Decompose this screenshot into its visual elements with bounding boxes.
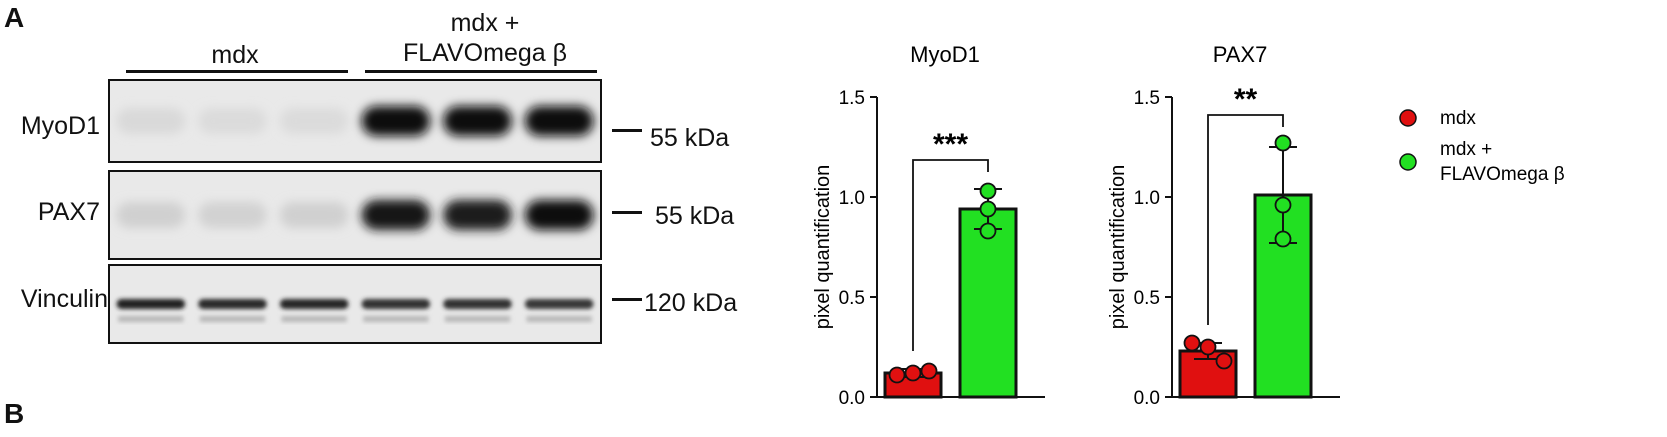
y-tick-label: 1.5 xyxy=(1134,88,1160,109)
band-lane-2 xyxy=(198,108,267,134)
band-lane-2 xyxy=(198,202,267,228)
blot-myod1-bands xyxy=(116,106,594,136)
y-axis-label: pixel quantification xyxy=(1107,165,1129,330)
data-point xyxy=(1199,338,1217,356)
band-lane-2 xyxy=(198,299,267,309)
size-label-myod1: 55 kDa xyxy=(650,124,730,152)
bar-chart-myod1: MyoD1 pixel quantification 0.0 0.5 1.0 1.5 *** xyxy=(812,42,1045,409)
group-label-treated: mdx + FLAVOmega β xyxy=(403,9,567,67)
y-tick-label: 0.0 xyxy=(839,388,865,409)
data-point xyxy=(1274,134,1292,152)
band-lane-5-lower xyxy=(444,316,511,322)
row-label-myod1: MyoD1 xyxy=(20,112,100,140)
group-line-mdx xyxy=(126,70,348,73)
data-point xyxy=(979,200,997,218)
group-line-treated xyxy=(365,70,597,73)
band-lane-4 xyxy=(361,299,431,309)
band-lane-6-lower xyxy=(526,316,592,322)
chart-title: PAX7 xyxy=(1213,42,1268,67)
band-lane-3 xyxy=(279,108,349,134)
y-tick-label: 1.0 xyxy=(839,188,865,209)
band-lane-1 xyxy=(116,108,186,134)
band-lane-1 xyxy=(116,202,186,228)
y-tick-label: 0.0 xyxy=(1134,388,1160,409)
band-lane-3 xyxy=(279,202,349,228)
marker-dash-vinculin xyxy=(612,298,642,301)
significance-stars: ** xyxy=(1234,83,1258,116)
band-lane-6 xyxy=(524,299,594,309)
y-tick-label: 0.5 xyxy=(1134,288,1160,309)
data-point xyxy=(1183,334,1201,352)
band-lane-4-lower xyxy=(363,316,429,322)
band-lane-2-lower xyxy=(199,316,266,322)
legend: mdx mdx + FLAVOmega β xyxy=(1399,108,1565,185)
band-lane-1-lower xyxy=(118,316,184,322)
data-point xyxy=(888,366,906,384)
panel-label-b: B xyxy=(4,398,25,429)
row-label-pax7: PAX7 xyxy=(37,198,100,226)
significance-bracket xyxy=(912,159,989,351)
data-point xyxy=(904,364,922,382)
significance-stars: *** xyxy=(933,128,968,161)
panel-label-a: A xyxy=(4,2,25,33)
bar-treated xyxy=(958,207,1018,399)
blot-pax7-bands xyxy=(116,200,594,230)
data-point xyxy=(1274,230,1292,248)
band-lane-5 xyxy=(443,200,512,230)
blot-vinculin-bands xyxy=(116,299,594,322)
data-point xyxy=(979,182,997,200)
legend-label-treated-line1: mdx + xyxy=(1440,139,1492,160)
chart-title: MyoD1 xyxy=(910,42,980,67)
blot-myod1 xyxy=(108,79,602,163)
legend-marker-mdx xyxy=(1399,109,1417,127)
band-lane-3-lower xyxy=(281,316,347,322)
blot-vinculin xyxy=(108,264,602,344)
band-lane-4 xyxy=(361,106,431,136)
band-lane-3 xyxy=(279,299,349,309)
data-point xyxy=(920,362,938,380)
band-lane-6 xyxy=(524,106,594,136)
band-lane-4 xyxy=(361,200,431,230)
band-lane-6 xyxy=(524,200,594,230)
bar-chart-pax7: PAX7 pixel quantification 0.0 0.5 1.0 1.5 ** xyxy=(1107,42,1340,409)
data-point xyxy=(1274,196,1292,214)
y-axis-label: pixel quantification xyxy=(812,165,834,330)
y-tick-label: 1.0 xyxy=(1134,188,1160,209)
marker-dash-pax7 xyxy=(612,211,642,214)
legend-label-mdx: mdx xyxy=(1440,108,1476,129)
group-label-mdx: mdx xyxy=(211,41,259,69)
data-point xyxy=(979,222,997,240)
band-lane-5 xyxy=(443,106,512,136)
band-lane-5 xyxy=(443,299,512,309)
row-label-vinculin: Vinculin xyxy=(20,285,108,313)
size-label-vinculin: 120 kDa xyxy=(644,289,738,317)
legend-label-treated-line2: FLAVOmega β xyxy=(1440,164,1565,185)
legend-marker-treated xyxy=(1399,153,1417,171)
y-tick-label: 0.5 xyxy=(839,288,865,309)
marker-dash-myod1 xyxy=(612,129,642,132)
blot-pax7 xyxy=(108,170,602,260)
size-label-pax7: 55 kDa xyxy=(655,202,735,230)
y-tick-label: 1.5 xyxy=(839,88,865,109)
significance-bracket xyxy=(1207,114,1284,325)
band-lane-1 xyxy=(116,299,186,309)
data-point xyxy=(1215,352,1233,370)
